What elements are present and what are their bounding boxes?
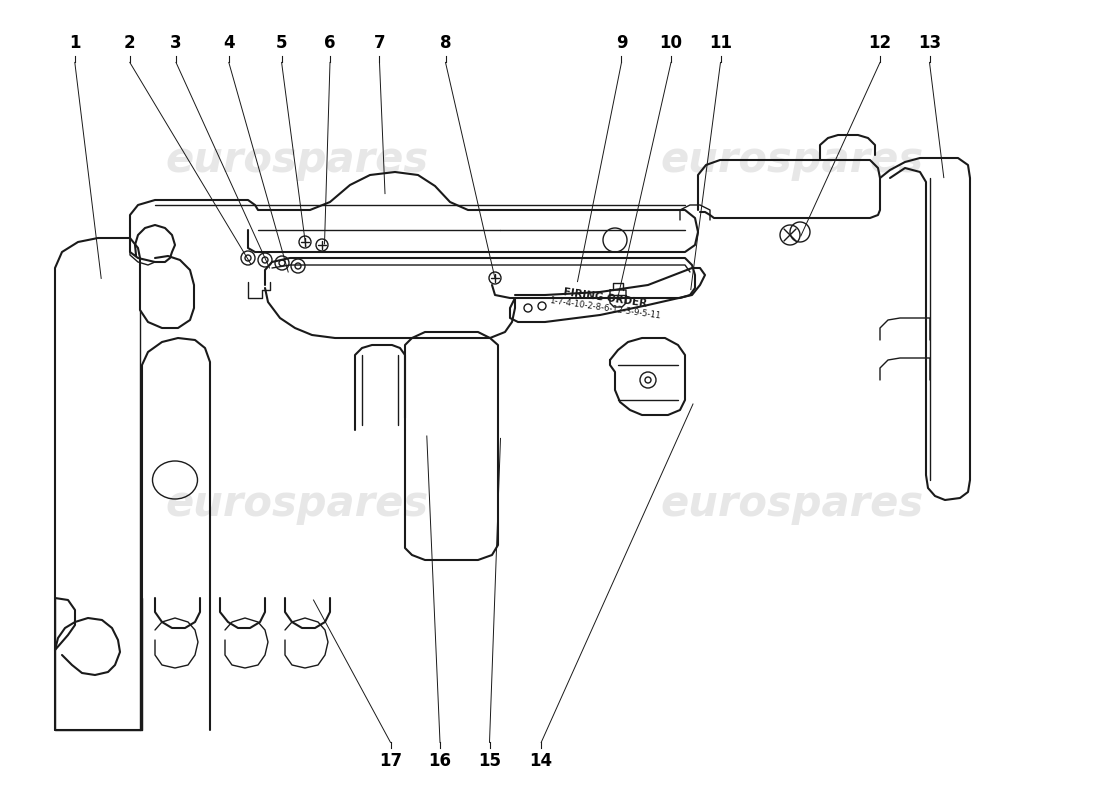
Text: 13: 13 — [917, 34, 942, 53]
Text: 5: 5 — [276, 34, 287, 53]
Text: 10: 10 — [660, 34, 682, 53]
Text: eurospares: eurospares — [165, 139, 429, 181]
Text: 8: 8 — [440, 34, 451, 53]
Text: 12: 12 — [868, 34, 892, 53]
Text: 16: 16 — [429, 752, 451, 770]
Text: 15: 15 — [478, 752, 500, 770]
Text: 7: 7 — [374, 34, 385, 53]
Text: FIRING ORDER: FIRING ORDER — [562, 287, 648, 309]
Text: 1-7-4-10-2-8-6-12-3-9-5-11: 1-7-4-10-2-8-6-12-3-9-5-11 — [549, 296, 661, 320]
Text: eurospares: eurospares — [660, 139, 924, 181]
Text: 11: 11 — [710, 34, 732, 53]
Text: 14: 14 — [529, 752, 553, 770]
Text: 9: 9 — [616, 34, 627, 53]
Text: 17: 17 — [378, 752, 403, 770]
Text: 1: 1 — [69, 34, 80, 53]
Text: eurospares: eurospares — [660, 483, 924, 525]
Text: 4: 4 — [223, 34, 234, 53]
Text: 2: 2 — [124, 34, 135, 53]
Text: 6: 6 — [324, 34, 336, 53]
Text: 3: 3 — [170, 34, 182, 53]
Text: eurospares: eurospares — [165, 483, 429, 525]
